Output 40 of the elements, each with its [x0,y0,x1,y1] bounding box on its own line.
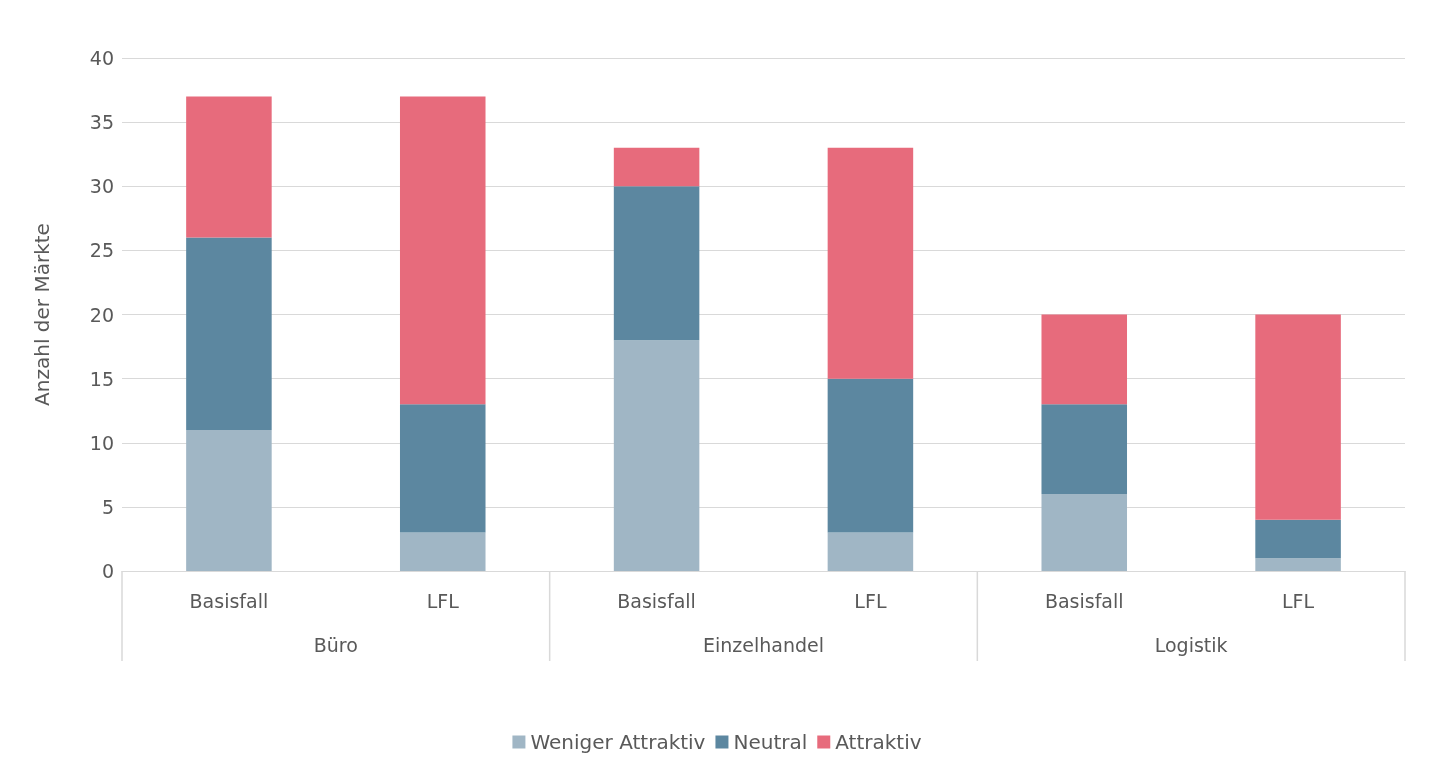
bar [1255,519,1341,559]
bar [613,340,700,571]
y-tick-label: 5 [101,495,114,518]
bar [1041,314,1128,405]
bar [827,147,914,379]
x-tick-label: LFL [1282,589,1315,612]
y-tick-label: 10 [89,431,114,454]
x-tick-label: LFL [854,589,887,612]
legend-label: Weniger Attraktiv [530,730,706,754]
x-tick-label: LFL [426,589,460,612]
x-tick-label: Basisfall [1044,589,1124,612]
bar [1255,558,1341,571]
bar [613,186,700,341]
bar [399,404,486,533]
text: Büro [313,634,358,656]
bar [1041,494,1128,571]
text: Logistik [1154,634,1228,656]
y-tick-label: 35 [89,111,114,134]
y-tick-label: 25 [89,239,114,262]
bar [399,532,486,571]
x-tick-label: Basisfall [617,589,696,612]
y-axis-title: Anzahl der Märkte [30,223,54,406]
legend-label: Attraktiv [835,730,922,754]
bar [186,237,272,430]
y-tick-label: 15 [89,367,114,390]
bar [827,532,914,571]
text: Einzelhandel [702,634,825,656]
bar [1255,314,1341,520]
bar [186,96,272,238]
bar [1041,404,1128,495]
x-tick-label: Basisfall [189,589,269,612]
bar [399,96,486,405]
bar [186,429,272,571]
y-tick-label: 40 [89,47,114,69]
y-tick-label: 30 [89,175,114,198]
bar [613,147,700,187]
legend-label: Neutral [733,730,808,754]
y-tick-label: 20 [89,303,114,326]
bar [827,378,914,533]
y-tick-label: 0 [101,560,114,582]
